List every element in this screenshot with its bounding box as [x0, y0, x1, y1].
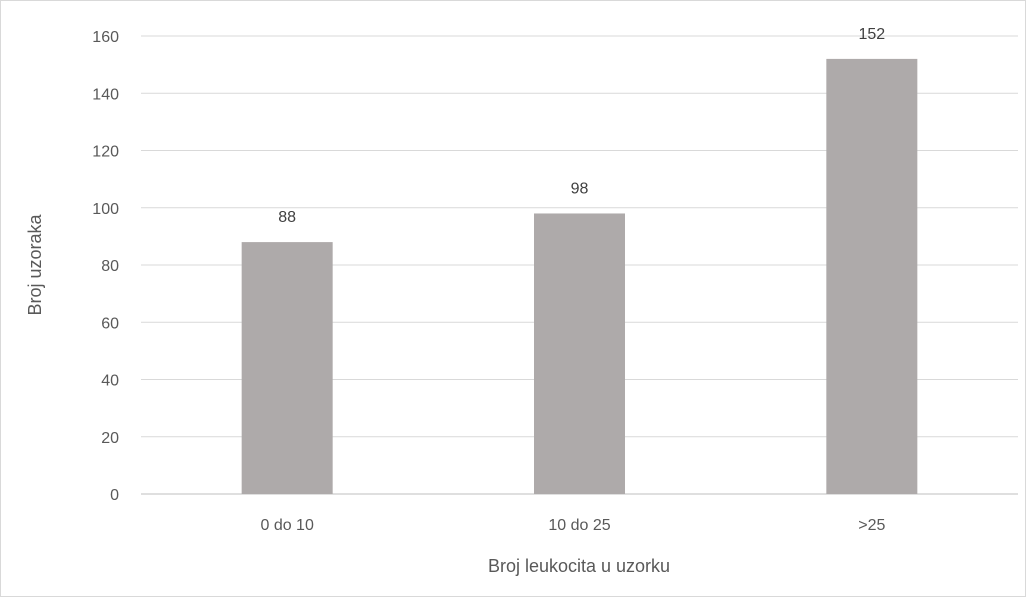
data-label: 88 [278, 209, 296, 226]
data-labels: 88 98 152 [278, 26, 885, 226]
y-tick-label: 140 [92, 86, 119, 103]
chart-area: 0 20 40 60 80 100 120 140 160 88 98 152 0 do 10 10 … [0, 0, 1026, 597]
bar [826, 58, 918, 495]
y-tick-label: 80 [101, 258, 119, 275]
data-label: 98 [571, 180, 589, 197]
y-tick-label: 60 [101, 315, 119, 332]
y-tick-label: 40 [101, 373, 119, 390]
bar [241, 242, 333, 494]
x-tick-label: 0 do 10 [260, 517, 313, 534]
y-tick-label: 0 [110, 487, 119, 504]
x-tick-label: >25 [858, 517, 885, 534]
x-axis-ticks: 0 do 10 10 do 25 >25 [260, 517, 885, 534]
y-axis-ticks: 0 20 40 60 80 100 120 140 160 [92, 29, 119, 504]
y-tick-label: 160 [92, 29, 119, 46]
bars [241, 58, 918, 495]
y-tick-label: 20 [101, 430, 119, 447]
data-label: 152 [858, 26, 885, 43]
y-tick-label: 100 [92, 201, 119, 218]
y-axis-title: Broj uzoraka [25, 213, 45, 315]
x-axis-title: Broj leukocita u uzorku [488, 556, 670, 576]
y-tick-label: 120 [92, 144, 119, 161]
bar [534, 213, 625, 494]
x-tick-label: 10 do 25 [548, 517, 610, 534]
